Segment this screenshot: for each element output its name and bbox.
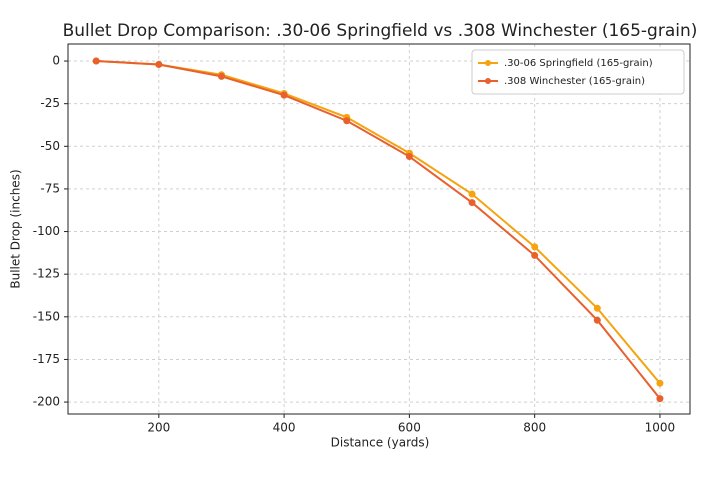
- x-tick-label: 600: [398, 421, 421, 435]
- data-point: [155, 60, 163, 68]
- x-tick-label: 1000: [645, 421, 676, 435]
- y-tick-label: -50: [40, 139, 60, 153]
- data-point: [468, 199, 476, 207]
- data-point: [656, 395, 664, 403]
- y-tick-label: -200: [33, 395, 60, 409]
- y-tick-label: -75: [40, 181, 60, 195]
- data-point: [531, 243, 539, 251]
- data-point: [405, 153, 413, 161]
- y-tick-label: 0: [52, 54, 60, 68]
- y-tick-label: -100: [33, 224, 60, 238]
- y-tick-label: -125: [33, 267, 60, 281]
- data-point: [531, 251, 539, 259]
- legend-label: .30-06 Springfield (165-grain): [504, 58, 653, 69]
- legend-box: [471, 49, 685, 95]
- legend-label: .308 Winchester (165-grain): [504, 76, 645, 87]
- data-point: [593, 304, 601, 312]
- x-tick-label: 200: [147, 421, 170, 435]
- legend-marker: [485, 78, 491, 84]
- series-line: [96, 60, 661, 400]
- data-point: [468, 190, 476, 198]
- x-tick-label: 400: [273, 421, 296, 435]
- data-point: [593, 316, 601, 324]
- data-point: [217, 72, 225, 80]
- legend-marker: [485, 60, 491, 66]
- data-point: [92, 57, 100, 65]
- chart-title: Bullet Drop Comparison: .30-06 Springfie…: [63, 21, 698, 41]
- y-axis-label: Bullet Drop (inches): [9, 169, 23, 288]
- x-axis-label: Distance (yards): [331, 436, 430, 450]
- plot-frame: [67, 43, 691, 415]
- data-point: [656, 379, 664, 387]
- y-tick-label: -25: [40, 96, 60, 110]
- y-tick-label: -175: [33, 352, 60, 366]
- data-point: [280, 91, 288, 99]
- data-point: [343, 117, 351, 125]
- y-tick-label: -150: [33, 309, 60, 323]
- series-line: [96, 60, 661, 384]
- x-tick-label: 800: [523, 421, 546, 435]
